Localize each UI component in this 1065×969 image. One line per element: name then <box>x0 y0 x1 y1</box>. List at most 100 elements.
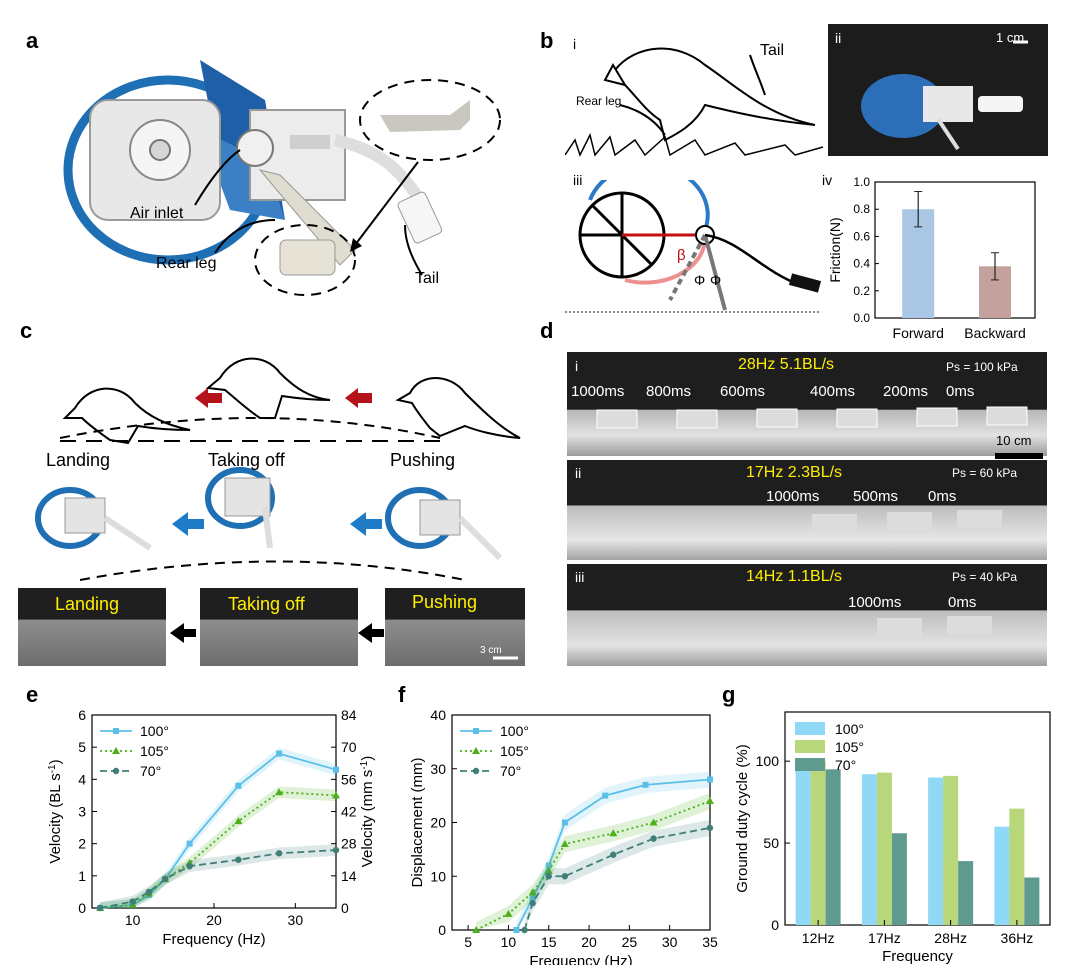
panel-f-label: f <box>398 682 406 707</box>
x-category-label: 36Hz <box>1001 930 1034 946</box>
legend-swatch <box>795 722 825 735</box>
d-row-iii-pressure: Ps = 40 kPa <box>952 570 1018 584</box>
photo-label-taking-off: Taking off <box>228 594 305 614</box>
blue-arc <box>588 180 710 231</box>
d-robots-row-i <box>596 406 1028 429</box>
y2-tick-label: 56 <box>341 771 357 787</box>
point-marker <box>234 817 243 825</box>
leg-link <box>703 234 727 311</box>
y-axis-label: Friction(N) <box>827 217 843 282</box>
y-tick-label: 3 <box>78 804 86 820</box>
point-marker <box>650 835 657 842</box>
point-marker <box>275 788 284 796</box>
d-row-iii-roman: iii <box>575 569 585 585</box>
panel-b-label: b <box>540 28 554 53</box>
x-category-label: 12Hz <box>802 930 835 946</box>
x-category-label: 28Hz <box>934 930 967 946</box>
robot-photo <box>828 24 1048 156</box>
point-marker <box>561 873 569 880</box>
d-row-ii-time-2: 0ms <box>928 488 957 505</box>
point-marker <box>472 747 480 754</box>
phi-label-2: Φ <box>710 272 722 288</box>
hub-axle <box>149 139 171 161</box>
y2-tick-label: 42 <box>341 804 357 820</box>
grass <box>565 132 824 157</box>
robot-pushing <box>385 487 503 561</box>
d-row-iii-photo <box>567 564 1047 666</box>
callout-tail: Tail <box>415 270 440 287</box>
photo-robot-body <box>923 86 973 122</box>
blue-arrow-1 <box>172 512 204 536</box>
housing-slot <box>290 135 330 149</box>
x-tick-label: 5 <box>464 934 472 950</box>
d-scale-bar <box>995 453 1043 459</box>
duty-bar-28Hz-1 <box>943 775 959 925</box>
photo-label-landing: Landing <box>55 594 120 614</box>
point-marker <box>529 894 536 901</box>
tail-tip <box>397 191 443 244</box>
point-marker <box>235 782 242 789</box>
panel-b-sub-iv: iv <box>822 172 833 188</box>
red-arrow-2 <box>345 388 372 408</box>
y-axis-label: Displacement (mm) <box>409 757 426 887</box>
kangaroo-pushing <box>395 377 521 439</box>
tail-arrow <box>404 224 423 276</box>
point-marker <box>642 781 649 788</box>
duty-bar-12Hz-0 <box>795 761 811 925</box>
series-band-1 <box>100 786 336 908</box>
x-tick-label: 30 <box>288 912 304 928</box>
d-row-i-time-3: 400ms <box>810 383 856 400</box>
photo-overlays <box>170 623 518 660</box>
displacement-chart: 5 10 15 20 25 30 35 0 10 20 30 40 Frequency (Hz) Disp… <box>409 707 718 965</box>
x-tick-label: 10 <box>125 912 141 928</box>
point-marker <box>129 898 136 905</box>
panel-g-label: g <box>722 682 736 707</box>
phi-label-1: Φ <box>694 272 706 288</box>
d-row-ii-title: 17Hz 2.3BL/s <box>746 464 843 481</box>
photo-robot-leg <box>936 117 960 151</box>
point-marker <box>529 899 536 907</box>
y-tick-label: 0.2 <box>853 284 870 298</box>
y-tick-label: 0.4 <box>853 257 870 271</box>
x-category-label: Forward <box>893 325 944 340</box>
point-marker <box>472 767 480 775</box>
point-marker <box>112 767 120 775</box>
rear-leg-pointer <box>619 104 666 136</box>
point-marker <box>96 904 104 912</box>
point-marker <box>544 866 553 874</box>
point-marker <box>332 846 340 854</box>
legend-label: 105° <box>500 743 529 759</box>
air-inlet-arrow <box>194 149 241 206</box>
d-row-i-time-2: 600ms <box>720 383 766 400</box>
point-marker <box>706 824 714 832</box>
point-marker <box>332 791 340 799</box>
tail-pointer <box>749 54 766 96</box>
blue-arrow-2 <box>350 512 382 536</box>
legend-label: 100° <box>500 723 529 739</box>
black-arrow-2 <box>358 623 384 643</box>
y-tick-label: 0 <box>78 900 86 916</box>
y-tick-label: 0.6 <box>853 229 870 243</box>
point-marker <box>275 850 283 857</box>
tail-end <box>788 273 822 293</box>
beta-label: β <box>677 247 686 264</box>
duty-bar-17Hz-0 <box>861 774 877 925</box>
y-tick-label: 0.8 <box>853 202 870 216</box>
zoom-connector <box>354 161 419 246</box>
panel-c-label: c <box>20 318 33 343</box>
callout-air-inlet: Air inlet <box>130 205 184 222</box>
series-band-1 <box>476 792 710 930</box>
d-robots <box>596 406 1043 636</box>
point-marker <box>521 926 528 934</box>
legend-label: 70° <box>500 763 521 779</box>
photo-label-pushing: Pushing <box>412 592 478 612</box>
photo-taking-off <box>200 588 358 666</box>
duty-bar-36Hz-1 <box>1009 808 1025 925</box>
y-tick-label: 30 <box>430 761 446 777</box>
point-marker <box>235 856 242 863</box>
d-row-ii-time-0: 1000ms <box>766 488 820 505</box>
duty-bar-12Hz-1 <box>810 761 826 925</box>
d-row-iii-time-1: 0ms <box>948 594 977 611</box>
point-marker <box>560 840 569 847</box>
d-row-ii-roman: ii <box>575 465 582 481</box>
